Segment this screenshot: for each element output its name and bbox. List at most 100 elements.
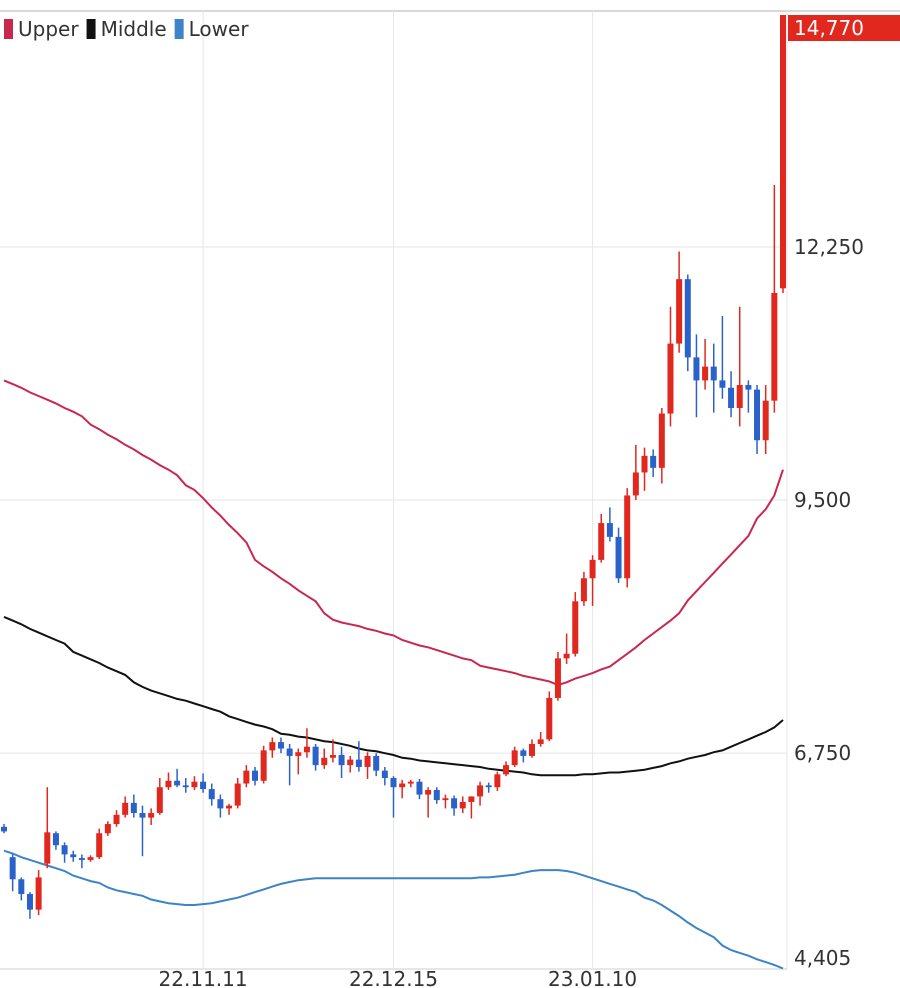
candle-body xyxy=(451,798,458,809)
candle-body xyxy=(87,857,94,860)
candle-body xyxy=(572,601,579,654)
candle-body xyxy=(347,759,354,766)
candle-body xyxy=(762,400,769,441)
candle-body xyxy=(373,755,380,771)
last-price-box xyxy=(788,15,900,41)
candle-body xyxy=(286,748,293,756)
y-tick-label: 6,750 xyxy=(794,741,851,765)
candle-body xyxy=(96,833,103,858)
candle-body xyxy=(226,805,233,809)
candle-body xyxy=(667,343,674,414)
candle-body xyxy=(684,279,691,358)
candle-body xyxy=(771,292,778,401)
candle-body xyxy=(355,759,362,767)
candle-body xyxy=(191,781,198,788)
candle-body xyxy=(425,789,432,795)
candle-body xyxy=(174,780,181,786)
candle-body xyxy=(252,770,259,781)
candle-body xyxy=(165,780,172,788)
candle-body xyxy=(554,658,561,698)
candle-body xyxy=(156,787,163,813)
candle-body xyxy=(148,812,155,818)
candle-body xyxy=(546,697,553,740)
x-tick-label: 23.01.10 xyxy=(548,967,637,988)
candle-body xyxy=(606,523,613,537)
last-price-label: 14,770 xyxy=(794,16,864,40)
candle-body xyxy=(702,366,709,381)
candle-body xyxy=(364,755,371,767)
candle-body xyxy=(650,455,657,468)
legend-swatch xyxy=(174,19,184,39)
candle-body xyxy=(598,523,605,560)
candle-body xyxy=(485,785,492,788)
candle-body xyxy=(18,879,25,894)
candle-body xyxy=(61,845,68,855)
candle-body xyxy=(537,739,544,744)
legend: Upper Middle Lower xyxy=(4,17,249,41)
candle-body xyxy=(676,279,683,344)
candle-body xyxy=(312,746,319,766)
candle-body xyxy=(200,781,207,790)
candle-body xyxy=(321,757,328,766)
candle-body xyxy=(477,785,484,797)
candle-body xyxy=(243,770,250,784)
candle-body xyxy=(754,389,761,441)
y-tick-label: 9,500 xyxy=(794,488,851,512)
candle-body xyxy=(1,826,7,832)
candle-body xyxy=(589,559,596,579)
candle-body xyxy=(26,893,33,910)
candle-body xyxy=(9,857,16,880)
candle-body xyxy=(563,653,570,659)
candle-body xyxy=(745,385,752,390)
candle-body xyxy=(104,824,111,834)
candle-body xyxy=(710,366,717,381)
legend-swatch xyxy=(4,19,13,39)
candle-body xyxy=(442,798,449,801)
candle-body xyxy=(260,750,267,781)
candle-body xyxy=(130,802,137,813)
candle-body xyxy=(693,357,700,381)
candle-body xyxy=(52,833,59,846)
candle-body xyxy=(511,750,518,766)
candle-body xyxy=(520,750,527,756)
candle-body xyxy=(719,380,726,388)
candle-body xyxy=(528,743,535,756)
candle-body xyxy=(494,774,501,788)
candle-body xyxy=(407,781,414,784)
candle-body xyxy=(234,783,241,806)
candle-body xyxy=(78,858,85,860)
x-tick-label: 22.12.15 xyxy=(349,967,438,988)
legend-label: Middle xyxy=(101,17,167,41)
candle-body xyxy=(70,854,77,858)
candle-body xyxy=(269,742,276,751)
candle-body xyxy=(303,746,310,753)
candle-body xyxy=(338,755,345,766)
band-line xyxy=(3,379,784,687)
candle-body xyxy=(113,814,120,825)
y-tick-label: 12,250 xyxy=(794,235,864,259)
candle-body xyxy=(295,752,302,756)
candle-body xyxy=(433,789,440,801)
candle-body xyxy=(503,765,510,775)
candle-body xyxy=(381,770,388,779)
candle-body xyxy=(122,802,129,815)
legend-label: Upper xyxy=(18,17,79,41)
candle-body xyxy=(658,413,665,468)
candle-body xyxy=(468,796,475,802)
candle-body xyxy=(182,785,189,788)
candle-body xyxy=(416,781,423,795)
x-tick-label: 22.11.11 xyxy=(159,967,248,988)
candle-body xyxy=(329,755,336,758)
legend-label: Lower xyxy=(189,17,250,41)
candle-body xyxy=(208,789,215,800)
candle-body xyxy=(641,455,648,473)
candle-body xyxy=(624,495,631,579)
candle-body xyxy=(736,385,743,409)
candle-body xyxy=(44,832,51,864)
band-line xyxy=(3,849,784,970)
legend-swatch xyxy=(86,19,96,39)
candle-body xyxy=(632,472,639,496)
candle-body xyxy=(390,778,397,788)
candle-body xyxy=(580,578,587,602)
